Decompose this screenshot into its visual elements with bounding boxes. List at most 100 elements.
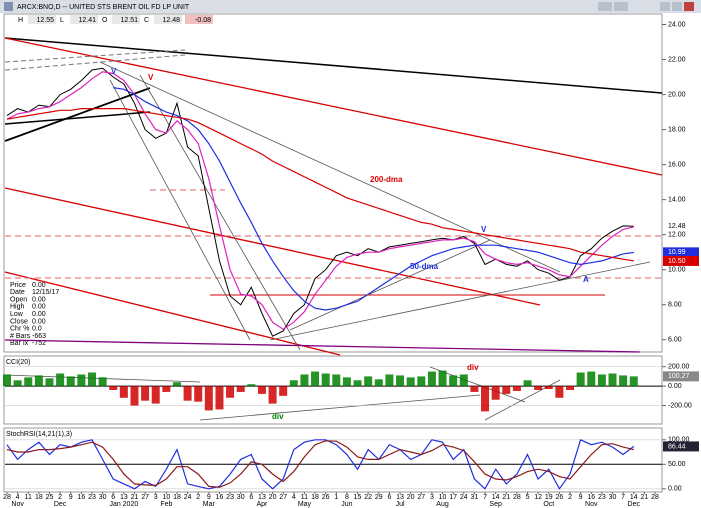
close-button[interactable] xyxy=(684,2,694,11)
bar xyxy=(608,373,617,387)
bar xyxy=(491,386,500,400)
trendline xyxy=(99,61,561,273)
y-tick-label: 8.00 xyxy=(668,302,682,309)
bar xyxy=(470,386,479,392)
trendline xyxy=(4,37,663,94)
x-tick-label: 1 xyxy=(334,494,338,501)
bar xyxy=(119,386,128,398)
month-label: Dec xyxy=(54,501,67,508)
x-tick-label: 27 xyxy=(141,494,149,501)
y-tick-label: 6.00 xyxy=(668,337,682,344)
x-tick-label: 8 xyxy=(345,494,349,501)
month-label: Feb xyxy=(160,501,172,508)
panel-title: CCI(20) xyxy=(6,359,31,366)
info-label: Price xyxy=(10,282,26,289)
x-tick-label: 22 xyxy=(364,494,372,501)
bar xyxy=(98,377,107,387)
trendline xyxy=(4,187,541,306)
end-label: 86.44 xyxy=(668,443,686,450)
month-label: Nov xyxy=(585,501,598,508)
info-label: Open xyxy=(10,296,27,303)
month-label: Nov xyxy=(11,501,24,508)
series-line xyxy=(6,67,634,337)
info-value: 0.00 xyxy=(32,311,46,318)
bar xyxy=(289,380,298,387)
bar xyxy=(172,382,181,387)
button[interactable] xyxy=(614,2,628,11)
annotation: V xyxy=(148,73,154,82)
bar xyxy=(279,386,288,396)
x-tick-label: 16 xyxy=(77,494,85,501)
trendline xyxy=(289,239,491,331)
button[interactable] xyxy=(598,2,612,11)
x-tick-label: 23 xyxy=(598,494,606,501)
trendline xyxy=(4,49,186,63)
bar xyxy=(321,373,330,387)
bar xyxy=(34,375,43,387)
button[interactable] xyxy=(672,2,682,11)
y-tick-label: 0.00 xyxy=(668,486,682,493)
annotation: div xyxy=(272,412,284,421)
bar xyxy=(449,375,458,387)
x-tick-label: 26 xyxy=(322,494,330,501)
quote-row: H 12.55 L 12.41 O 12.51 C 12.48 -0.08 xyxy=(18,15,213,24)
bar xyxy=(417,376,426,387)
bar xyxy=(268,386,277,404)
series-line xyxy=(6,440,634,488)
bar xyxy=(438,370,447,387)
quote-box xyxy=(70,15,98,24)
month-label: Jun xyxy=(341,501,352,508)
x-tick-label: 14 xyxy=(492,494,500,501)
bar xyxy=(385,374,394,387)
info-label: # Bars xyxy=(10,333,31,340)
month-label: Aug xyxy=(436,501,449,508)
info-value: 0.00 xyxy=(32,282,46,289)
bar xyxy=(523,380,532,387)
bar xyxy=(332,374,341,387)
quote-box xyxy=(112,15,140,24)
x-tick-label: 6 xyxy=(249,494,253,501)
x-tick-label: 2 xyxy=(568,494,572,501)
bar xyxy=(566,386,575,390)
bar xyxy=(257,386,266,394)
quote-box xyxy=(28,15,56,24)
x-tick-label: 13 xyxy=(120,494,128,501)
bar xyxy=(66,376,75,387)
bar xyxy=(45,378,54,387)
bar xyxy=(56,373,65,387)
info-value: -752 xyxy=(32,340,46,347)
info-label: Low xyxy=(10,311,24,318)
info-value: 0.00 xyxy=(32,296,46,303)
button[interactable] xyxy=(660,2,670,11)
x-tick-label: 20 xyxy=(407,494,415,501)
quote-value: 12.41 xyxy=(78,17,96,24)
quote-label: L xyxy=(60,17,64,24)
trendline xyxy=(4,271,341,356)
bar xyxy=(87,372,96,387)
bar xyxy=(3,374,11,387)
window-icon xyxy=(4,2,13,11)
trendline xyxy=(269,261,651,341)
x-tick-label: 28 xyxy=(3,494,11,501)
x-tick-label: 30 xyxy=(237,494,245,501)
trendline xyxy=(4,54,186,71)
info-label: Bar Ix xyxy=(10,340,29,347)
bar xyxy=(587,371,596,387)
x-tick-label: 23 xyxy=(226,494,234,501)
bar xyxy=(512,386,521,391)
bar xyxy=(236,386,245,392)
y-tick-label: 16.00 xyxy=(668,161,686,168)
x-tick-label: 6 xyxy=(387,494,391,501)
trendline xyxy=(109,79,251,341)
trendline xyxy=(139,74,301,351)
y-tick-label: 100.00 xyxy=(668,437,690,444)
x-tick-label: 20 xyxy=(269,494,277,501)
info-value: 0.00 xyxy=(32,318,46,325)
month-label: Apr xyxy=(256,501,268,508)
quote-value: -0.08 xyxy=(195,17,211,24)
bar xyxy=(162,386,171,392)
trendline xyxy=(4,87,151,142)
trendline xyxy=(4,339,641,353)
x-tick-label: 31 xyxy=(471,494,479,501)
x-tick-label: 11 xyxy=(301,494,308,501)
